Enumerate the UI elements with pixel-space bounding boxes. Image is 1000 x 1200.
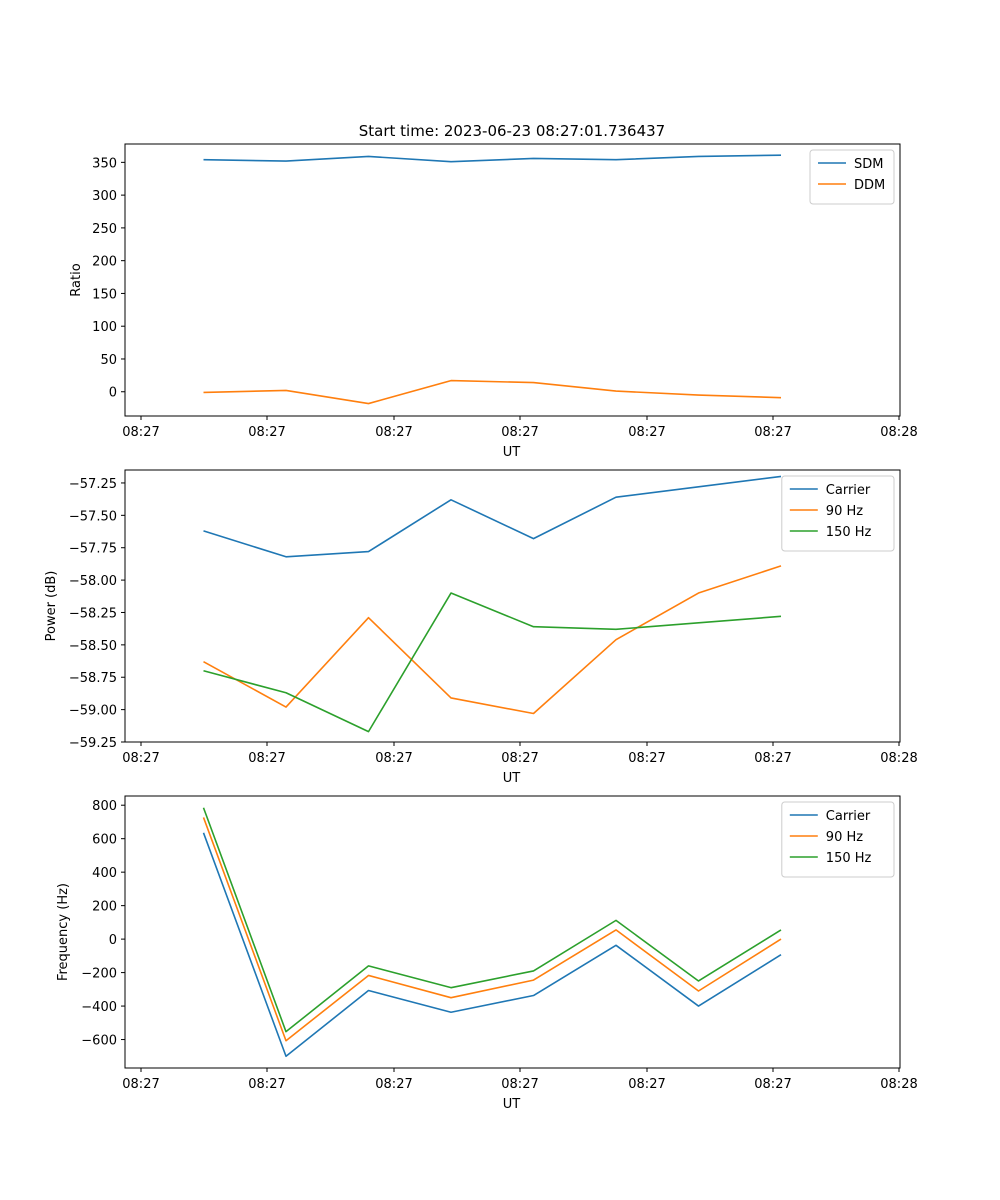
legend: SDM DDM [809, 149, 895, 205]
y-tick-label: 200 [92, 255, 117, 270]
x-tick-label: 08:28 [880, 1077, 917, 1092]
y-tick-label: 200 [92, 900, 117, 915]
x-tick-label: 08:27 [501, 1077, 538, 1092]
x-axis-label: UT [503, 445, 521, 460]
y-tick-label: 0 [109, 386, 117, 401]
legend: Carrier 90 Hz 150 Hz [781, 475, 895, 552]
y-tick-label: −58.75 [69, 671, 117, 686]
y-tick-label: 300 [92, 189, 117, 204]
legend-label: 90 Hz [826, 504, 863, 519]
y-axis-label: Ratio [69, 263, 84, 296]
y-tick-label: −58.25 [69, 606, 117, 621]
x-tick-label: 08:27 [375, 425, 412, 440]
legend-label: SDM [854, 157, 883, 172]
y-tick-label: −59.00 [69, 704, 117, 719]
y-tick-label: −200 [81, 967, 117, 982]
series-line [202, 832, 782, 1058]
y-tick-label: −57.25 [69, 477, 117, 492]
chart-frequency: 08:27 08:27 08:27 08:27 08:27 08:27 08:28 UT −60… [56, 795, 918, 1112]
x-axis-label: UT [503, 771, 521, 786]
y-tick-label: −57.75 [69, 542, 117, 557]
x-tick-label: 08:27 [122, 751, 159, 766]
x-tick-label: 08:27 [754, 751, 791, 766]
series-line [202, 807, 782, 1033]
y-tick-label: 600 [92, 833, 117, 848]
legend-label: Carrier [826, 809, 871, 824]
y-tick-label: 50 [100, 353, 117, 368]
y-tick-label: 400 [92, 866, 117, 881]
x-tick-label: 08:28 [880, 751, 917, 766]
y-tick-label: −59.25 [69, 736, 117, 751]
y-tick-label: −600 [81, 1034, 117, 1049]
x-tick-label: 08:27 [501, 751, 538, 766]
y-axis-label: Power (dB) [44, 571, 59, 642]
chart-power: 08:27 08:27 08:27 08:27 08:27 08:27 08:28 UT −57… [44, 469, 918, 786]
x-tick-label: 08:27 [375, 1077, 412, 1092]
axes-frame [124, 469, 901, 743]
y-tick-label: 350 [92, 156, 117, 171]
y-tick-label: −400 [81, 1000, 117, 1015]
series-line [203, 475, 782, 558]
x-axis-label: UT [503, 1097, 521, 1112]
x-tick-label: 08:27 [754, 1077, 791, 1092]
x-tick-label: 08:27 [501, 425, 538, 440]
x-tick-label: 08:27 [375, 751, 412, 766]
x-tick-label: 08:27 [754, 425, 791, 440]
series-line [203, 379, 782, 405]
legend-frame [781, 475, 895, 552]
axes-frame [124, 143, 901, 417]
y-tick-label: −58.50 [69, 639, 117, 654]
series-line [203, 154, 782, 163]
x-tick-label: 08:28 [880, 425, 917, 440]
x-tick-label: 08:27 [248, 1077, 285, 1092]
legend-frame [781, 801, 895, 878]
legend-label: 90 Hz [826, 830, 863, 845]
y-tick-label: 250 [92, 222, 117, 237]
legend-label: DDM [854, 178, 885, 193]
y-tick-label: −57.50 [69, 509, 117, 524]
y-tick-label: 800 [92, 799, 117, 814]
x-tick-label: 08:27 [628, 751, 665, 766]
series-line [203, 592, 782, 733]
y-tick-label: 150 [92, 287, 117, 302]
chart-ratio: 08:27 08:27 08:27 08:27 08:27 08:27 08:28 UT 0 50… [69, 143, 918, 460]
series-line [202, 817, 782, 1042]
y-tick-label: −58.00 [69, 574, 117, 589]
y-tick-label: 100 [92, 320, 117, 335]
x-tick-label: 08:27 [122, 425, 159, 440]
legend-label: 150 Hz [826, 525, 872, 540]
legend: Carrier 90 Hz 150 Hz [781, 801, 895, 878]
x-tick-label: 08:27 [248, 751, 285, 766]
legend-label: 150 Hz [826, 851, 872, 866]
y-axis-label: Frequency (Hz) [56, 883, 71, 981]
axes-frame [124, 795, 901, 1069]
legend-label: Carrier [826, 483, 871, 498]
series-line [203, 565, 782, 715]
x-tick-label: 08:27 [122, 1077, 159, 1092]
x-tick-label: 08:27 [248, 425, 285, 440]
y-tick-label: 0 [109, 933, 117, 948]
x-tick-label: 08:27 [628, 425, 665, 440]
figure-title: Start time: 2023-06-23 08:27:01.736437 [359, 122, 665, 140]
x-tick-label: 08:27 [628, 1077, 665, 1092]
